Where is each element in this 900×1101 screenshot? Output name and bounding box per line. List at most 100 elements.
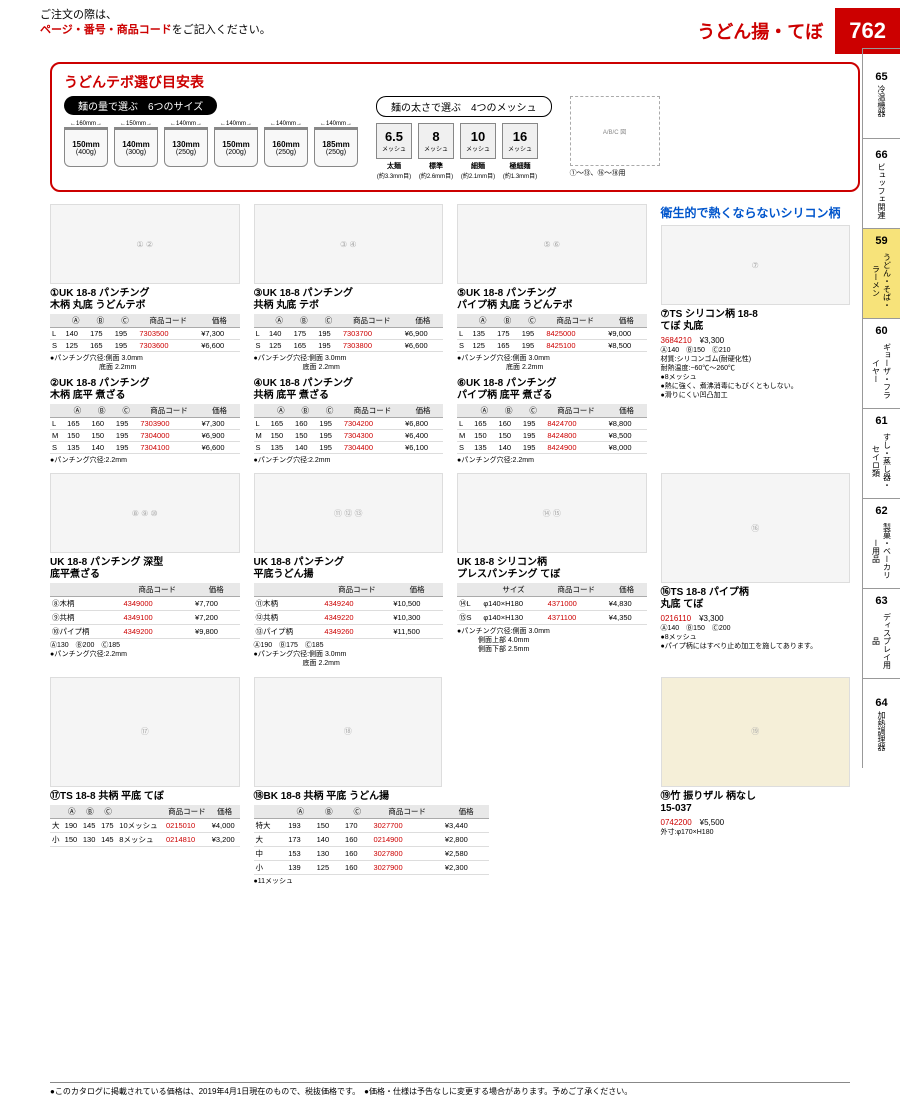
product-7: 衛生的で熱くならないシリコン柄 ⑦ ⑦TS シリコン柄 18-8てぼ 丸底 36… [661, 204, 851, 465]
sidebar-tab[interactable]: 65冷温機器 [862, 48, 900, 138]
product-code-16: 0216110 [661, 614, 692, 623]
product-title-6: ⑥UK 18-8 パンチングパイプ柄 底平 煮ざる [457, 378, 647, 402]
guide-sizes-group: 麺の量で選ぶ 6つのサイズ ←160mm→150mm(400g)←150mm→1… [64, 96, 358, 167]
spec-table-3: ⒶⒷⒸ商品コード価格L1401751957303700¥6,900S125165… [254, 314, 444, 352]
sidebar-tab[interactable]: 62製菓・ベーカリー用品 [862, 498, 900, 588]
guide-diagram: A/B/C 図 ①〜⑬、⑯〜⑱用 [570, 96, 660, 178]
product-code-19: 0742200 [661, 818, 692, 827]
product-note-18: ●11メッシュ [254, 877, 647, 886]
product-note-8-10: ●パンチング穴径:2.2mm [50, 650, 240, 659]
size-option: ←160mm→150mm(400g) [64, 121, 108, 167]
product-note-5: ●パンチング穴径:側面 3.0mm 底面 2.2mm [457, 354, 647, 372]
product-11-13: ⑪ ⑫ ⑬ UK 18-8 パンチング平底うどん揚 商品コード価格⑪木柄4349… [254, 473, 444, 668]
product-1-2: ① ② ①UK 18-8 パンチング木柄 丸底 うどんテボ ⒶⒷⒸ商品コード価格… [50, 204, 240, 465]
spec-table-14-15: サイズ商品コード価格⑭Lφ140×H1804371000¥4,830⑮Sφ140… [457, 583, 647, 625]
sidebar-tab[interactable]: 60ギョーザ・フライヤー [862, 318, 900, 408]
product-image: ① ② [50, 204, 240, 284]
spec-table-17: ⒶⒷⒸ商品コード価格大19014517510メッシュ0215010¥4,000小… [50, 805, 240, 847]
product-title-1: ①UK 18-8 パンチング木柄 丸底 うどんテボ [50, 288, 240, 312]
mesh-option: 10メッシュ細麺(約2.1mm目) [460, 123, 496, 180]
product-title-11-13: UK 18-8 パンチング平底うどん揚 [254, 557, 444, 581]
mesh-option: 8メッシュ標準(約2.6mm目) [418, 123, 454, 180]
product-code-7: 3684210 [661, 336, 692, 345]
order-note-highlight: ページ・番号・商品コード [40, 24, 172, 36]
size-option: ←140mm→130mm(250g) [164, 121, 208, 167]
product-image: ⑰ [50, 677, 240, 787]
product-8-10: ⑧ ⑨ ⑩ UK 18-8 パンチング 深型底平煮ざる 商品コード価格⑧木柄43… [50, 473, 240, 668]
spec-table-11-13: 商品コード価格⑪木柄4349240¥10,500⑫共柄4349220¥10,30… [254, 583, 444, 639]
product-title-5: ⑤UK 18-8 パンチングパイプ柄 丸底 うどんテボ [457, 288, 647, 312]
product-16: ⑯ ⑯TS 18-8 パイプ柄丸底 てぼ 0216110 ¥3,300 Ⓐ140… [661, 473, 851, 668]
selection-guide: うどんテボ選び目安表 麺の量で選ぶ 6つのサイズ ←160mm→150mm(40… [50, 62, 860, 192]
product-3-4: ③ ④ ③UK 18-8 パンチング共柄 丸底 テボ ⒶⒷⒸ商品コード価格L14… [254, 204, 444, 465]
product-18: ⑱ ⑱BK 18-8 共柄 平底 うどん揚 ⒶⒷⒸ商品コード価格特大193150… [254, 677, 647, 886]
spec-table-2: ⒶⒷⒸ商品コード価格L1651601957303900¥7,300M150150… [50, 404, 240, 454]
sidebar-tab[interactable]: 61すし・蒸し器・セイロ類 [862, 408, 900, 498]
silicone-banner: 衛生的で熱くならないシリコン柄 [661, 204, 851, 221]
product-image: ⑯ [661, 473, 851, 583]
product-image: ⑪ ⑫ ⑬ [254, 473, 444, 553]
spec-table-6: ⒶⒷⒸ商品コード価格L1651601958424700¥8,800M150150… [457, 404, 647, 454]
product-title-16: ⑯TS 18-8 パイプ柄丸底 てぼ [661, 587, 851, 611]
product-note-11-13: ●パンチング穴径:側面 3.0mm 底面 2.2mm [254, 650, 444, 668]
page-header: ご注文の際は、 ページ・番号・商品コードをご記入ください。 うどん揚・てぼ 76… [0, 0, 900, 54]
size-option: ←140mm→160mm(250g) [264, 121, 308, 167]
sidebar-tab[interactable]: 63ディスプレイ用品 [862, 588, 900, 678]
guide-title: うどんテボ選び目安表 [64, 72, 846, 92]
product-note-14-15: ●パンチング穴径:側面 3.0mm 側面上部 4.0mm 側面下部 2.5mm [457, 627, 647, 654]
mesh-option: 6.5メッシュ太麺(約3.3mm目) [376, 123, 412, 180]
product-image: ⑭ ⑮ [457, 473, 647, 553]
product-note-3: ●パンチング穴径:側面 3.0mm 底面 2.2mm [254, 354, 444, 372]
product-image: ⑦ [661, 225, 851, 305]
product-grid: ① ② ①UK 18-8 パンチング木柄 丸底 うどんテボ ⒶⒷⒸ商品コード価格… [0, 204, 900, 886]
dimension-diagram: A/B/C 図 [570, 96, 660, 166]
order-note: ご注文の際は、 ページ・番号・商品コードをご記入ください。 [40, 8, 271, 39]
sidebar-tab[interactable]: 66ビュッフェ関連 [862, 138, 900, 228]
spec-table-18: ⒶⒷⒸ商品コード価格特大1931501703027700¥3,440大17314… [254, 805, 490, 875]
order-note-line1: ご注文の際は、 [40, 9, 117, 21]
mesh-option: 16メッシュ極細麺(約1.3mm目) [502, 123, 538, 180]
product-image: ⑲ [661, 677, 851, 787]
product-dims-11-13: Ⓐ190 Ⓑ175 Ⓒ185 [254, 641, 444, 650]
product-dims-8-10: Ⓐ130 Ⓑ200 Ⓒ185 [50, 641, 240, 650]
diagram-note: ①〜⑬、⑯〜⑱用 [570, 168, 660, 178]
product-title-19: ⑲竹 振りザル 柄なし15-037 [661, 791, 851, 815]
catalog-page: ご注文の際は、 ページ・番号・商品コードをご記入ください。 うどん揚・てぼ 76… [0, 0, 900, 1101]
product-title-7: ⑦TS シリコン柄 18-8てぼ 丸底 [661, 309, 851, 333]
product-title-3: ③UK 18-8 パンチング共柄 丸底 テボ [254, 288, 444, 312]
product-19: ⑲ ⑲竹 振りザル 柄なし15-037 0742200 ¥5,500 外寸:φ1… [661, 677, 851, 886]
page-footer: ●このカタログに掲載されている価格は、2019年4月1日現在のもので、税抜価格で… [50, 1082, 850, 1097]
product-dims-19: 外寸:φ170×H180 [661, 828, 851, 837]
product-title-18: ⑱BK 18-8 共柄 平底 うどん揚 [254, 791, 647, 803]
product-price-7: ¥3,300 [700, 336, 724, 345]
size-option: ←150mm→140mm(300g) [114, 121, 158, 167]
product-17: ⑰ ⑰TS 18-8 共柄 平底 てぼ ⒶⒷⒸ商品コード価格大190145175… [50, 677, 240, 886]
spec-table-4: ⒶⒷⒸ商品コード価格L1651601957304200¥6,800M150150… [254, 404, 444, 454]
spec-table-8-10: 商品コード価格⑧木柄4349000¥7,700⑨共柄4349100¥7,200⑩… [50, 583, 240, 639]
product-5-6: ⑤ ⑥ ⑤UK 18-8 パンチングパイプ柄 丸底 うどんテボ ⒶⒷⒸ商品コード… [457, 204, 647, 465]
category-sidebar: 65冷温機器66ビュッフェ関連59うどん・そば・ラーメン60ギョーザ・フライヤー… [862, 48, 900, 768]
product-note-6: ●パンチング穴径:2.2mm [457, 456, 647, 465]
product-dims-16: Ⓐ140 Ⓑ150 Ⓒ200 [661, 624, 851, 633]
sidebar-tab[interactable]: 59うどん・そば・ラーメン [862, 228, 900, 318]
product-price-19: ¥5,500 [700, 818, 724, 827]
product-image: ⑧ ⑨ ⑩ [50, 473, 240, 553]
product-title-17: ⑰TS 18-8 共柄 平底 てぼ [50, 791, 240, 803]
product-image: ⑤ ⑥ [457, 204, 647, 284]
product-image: ⑱ [254, 677, 443, 787]
product-note-4: ●パンチング穴径:2.2mm [254, 456, 444, 465]
product-14-15: ⑭ ⑮ UK 18-8 シリコン柄プレスパンチング てぼ サイズ商品コード価格⑭… [457, 473, 647, 668]
product-title-4: ④UK 18-8 パンチング共柄 底平 煮ざる [254, 378, 444, 402]
product-note-7: 材質:シリコンゴム(耐硬化性)耐熱温度:−60℃〜260℃●8メッシュ●熱に強く… [661, 355, 851, 400]
spec-table-5: ⒶⒷⒸ商品コード価格L1351751958425000¥9,000S125165… [457, 314, 647, 352]
product-title-8-10: UK 18-8 パンチング 深型底平煮ざる [50, 557, 240, 581]
sidebar-tab[interactable]: 64加熱調理器 [862, 678, 900, 768]
product-image: ③ ④ [254, 204, 444, 284]
product-title-2: ②UK 18-8 パンチング木柄 底平 煮ざる [50, 378, 240, 402]
product-title-14-15: UK 18-8 シリコン柄プレスパンチング てぼ [457, 557, 647, 581]
quantity-pill: 麺の量で選ぶ 6つのサイズ [64, 96, 217, 115]
category-title: うどん揚・てぼ [697, 18, 823, 44]
product-note-16: ●8メッシュ●パイプ柄にはすべり止め加工を施してあります。 [661, 633, 851, 651]
product-note-1: ●パンチング穴径:側面 3.0mm 底面 2.2mm [50, 354, 240, 372]
spec-table-1: ⒶⒷⒸ商品コード価格L1401751957303500¥7,300S125165… [50, 314, 240, 352]
